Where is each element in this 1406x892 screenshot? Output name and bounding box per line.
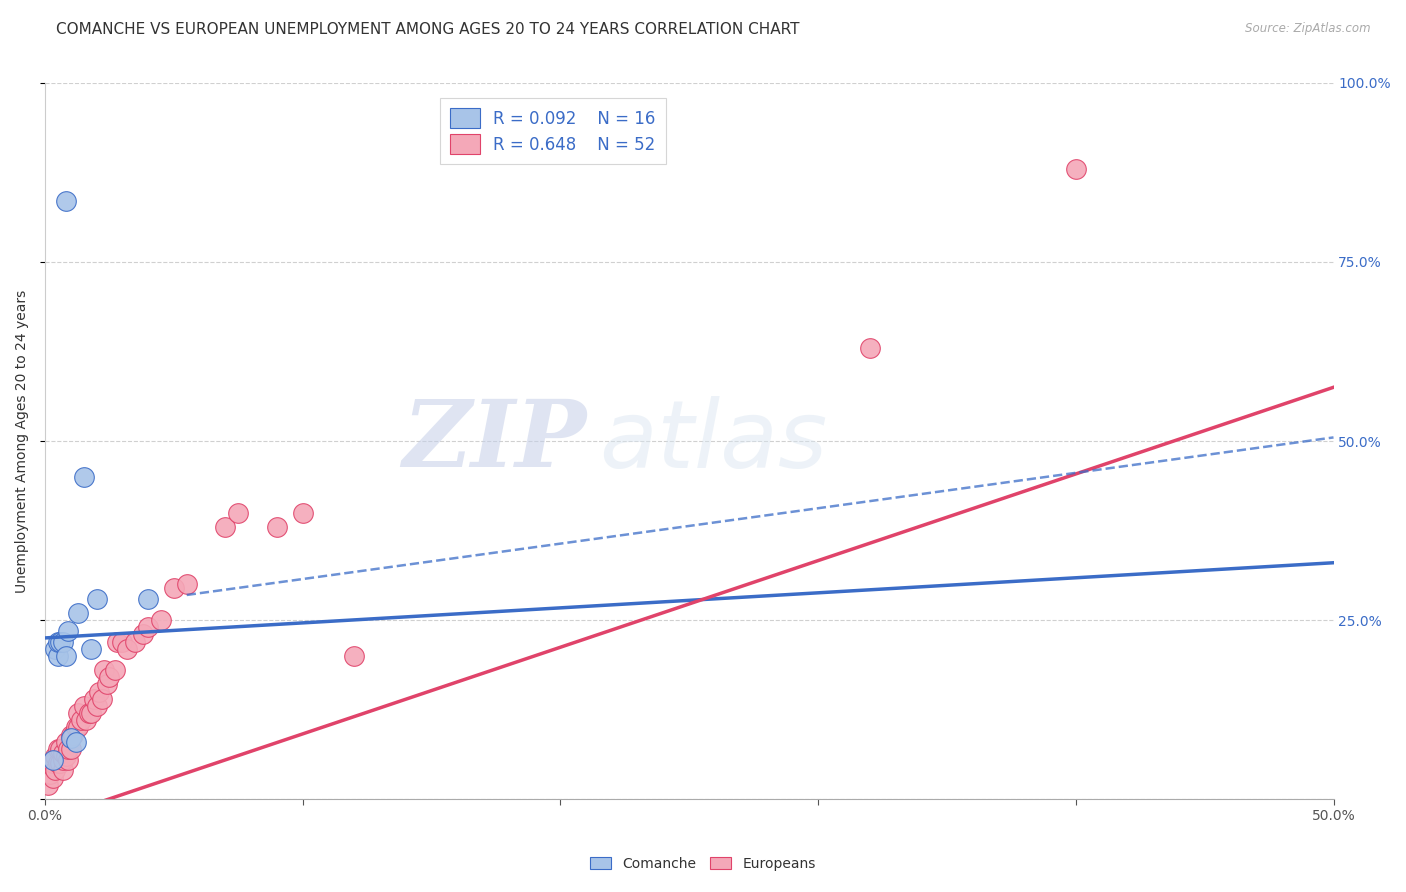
Point <box>56 753 79 767</box>
Point <box>149 613 172 627</box>
Point <box>44 764 66 778</box>
Point <box>49 742 72 756</box>
Text: ZIP: ZIP <box>402 396 586 486</box>
Point <box>75 713 97 727</box>
Point <box>163 581 186 595</box>
Text: atlas: atlas <box>599 395 827 486</box>
Point <box>86 698 108 713</box>
Point <box>52 764 75 778</box>
Point <box>93 663 115 677</box>
Point <box>52 634 75 648</box>
Point <box>86 591 108 606</box>
Point <box>59 742 82 756</box>
Point <box>44 641 66 656</box>
Point <box>98 670 121 684</box>
Point <box>49 756 72 771</box>
Point <box>55 749 77 764</box>
Point <box>55 194 77 208</box>
Point <box>67 721 90 735</box>
Point <box>62 728 84 742</box>
Point <box>41 756 63 771</box>
Point <box>105 634 128 648</box>
Point <box>52 746 75 760</box>
Point <box>96 677 118 691</box>
Point <box>56 742 79 756</box>
Point <box>103 663 125 677</box>
Point <box>59 728 82 742</box>
Point <box>72 698 94 713</box>
Point <box>136 591 159 606</box>
Point <box>343 648 366 663</box>
Point <box>41 753 63 767</box>
Point <box>55 648 77 663</box>
Point <box>65 735 87 749</box>
Point <box>41 771 63 785</box>
Point <box>136 620 159 634</box>
Legend: R = 0.092    N = 16, R = 0.648    N = 52: R = 0.092 N = 16, R = 0.648 N = 52 <box>440 98 665 163</box>
Point <box>49 634 72 648</box>
Point <box>65 721 87 735</box>
Point <box>39 767 62 781</box>
Point <box>56 624 79 638</box>
Point <box>80 706 103 720</box>
Point <box>77 706 100 720</box>
Y-axis label: Unemployment Among Ages 20 to 24 years: Unemployment Among Ages 20 to 24 years <box>15 289 30 592</box>
Point <box>111 634 134 648</box>
Point <box>117 641 139 656</box>
Point <box>67 606 90 620</box>
Point <box>80 641 103 656</box>
Point <box>291 506 314 520</box>
Point <box>46 756 69 771</box>
Point <box>132 627 155 641</box>
Point <box>72 470 94 484</box>
Point <box>67 706 90 720</box>
Point <box>44 749 66 764</box>
Point <box>90 691 112 706</box>
Point <box>176 577 198 591</box>
Point <box>52 753 75 767</box>
Point <box>214 520 236 534</box>
Point <box>83 691 105 706</box>
Point <box>59 731 82 746</box>
Point <box>46 634 69 648</box>
Text: COMANCHE VS EUROPEAN UNEMPLOYMENT AMONG AGES 20 TO 24 YEARS CORRELATION CHART: COMANCHE VS EUROPEAN UNEMPLOYMENT AMONG … <box>56 22 800 37</box>
Point <box>70 713 93 727</box>
Text: Source: ZipAtlas.com: Source: ZipAtlas.com <box>1246 22 1371 36</box>
Point <box>1064 161 1087 176</box>
Point <box>46 648 69 663</box>
Point <box>124 634 146 648</box>
Point <box>859 341 882 355</box>
Point <box>37 778 59 792</box>
Point <box>266 520 288 534</box>
Legend: Comanche, Europeans: Comanche, Europeans <box>585 851 821 876</box>
Point <box>87 684 110 698</box>
Point <box>226 506 249 520</box>
Point <box>55 735 77 749</box>
Point <box>46 742 69 756</box>
